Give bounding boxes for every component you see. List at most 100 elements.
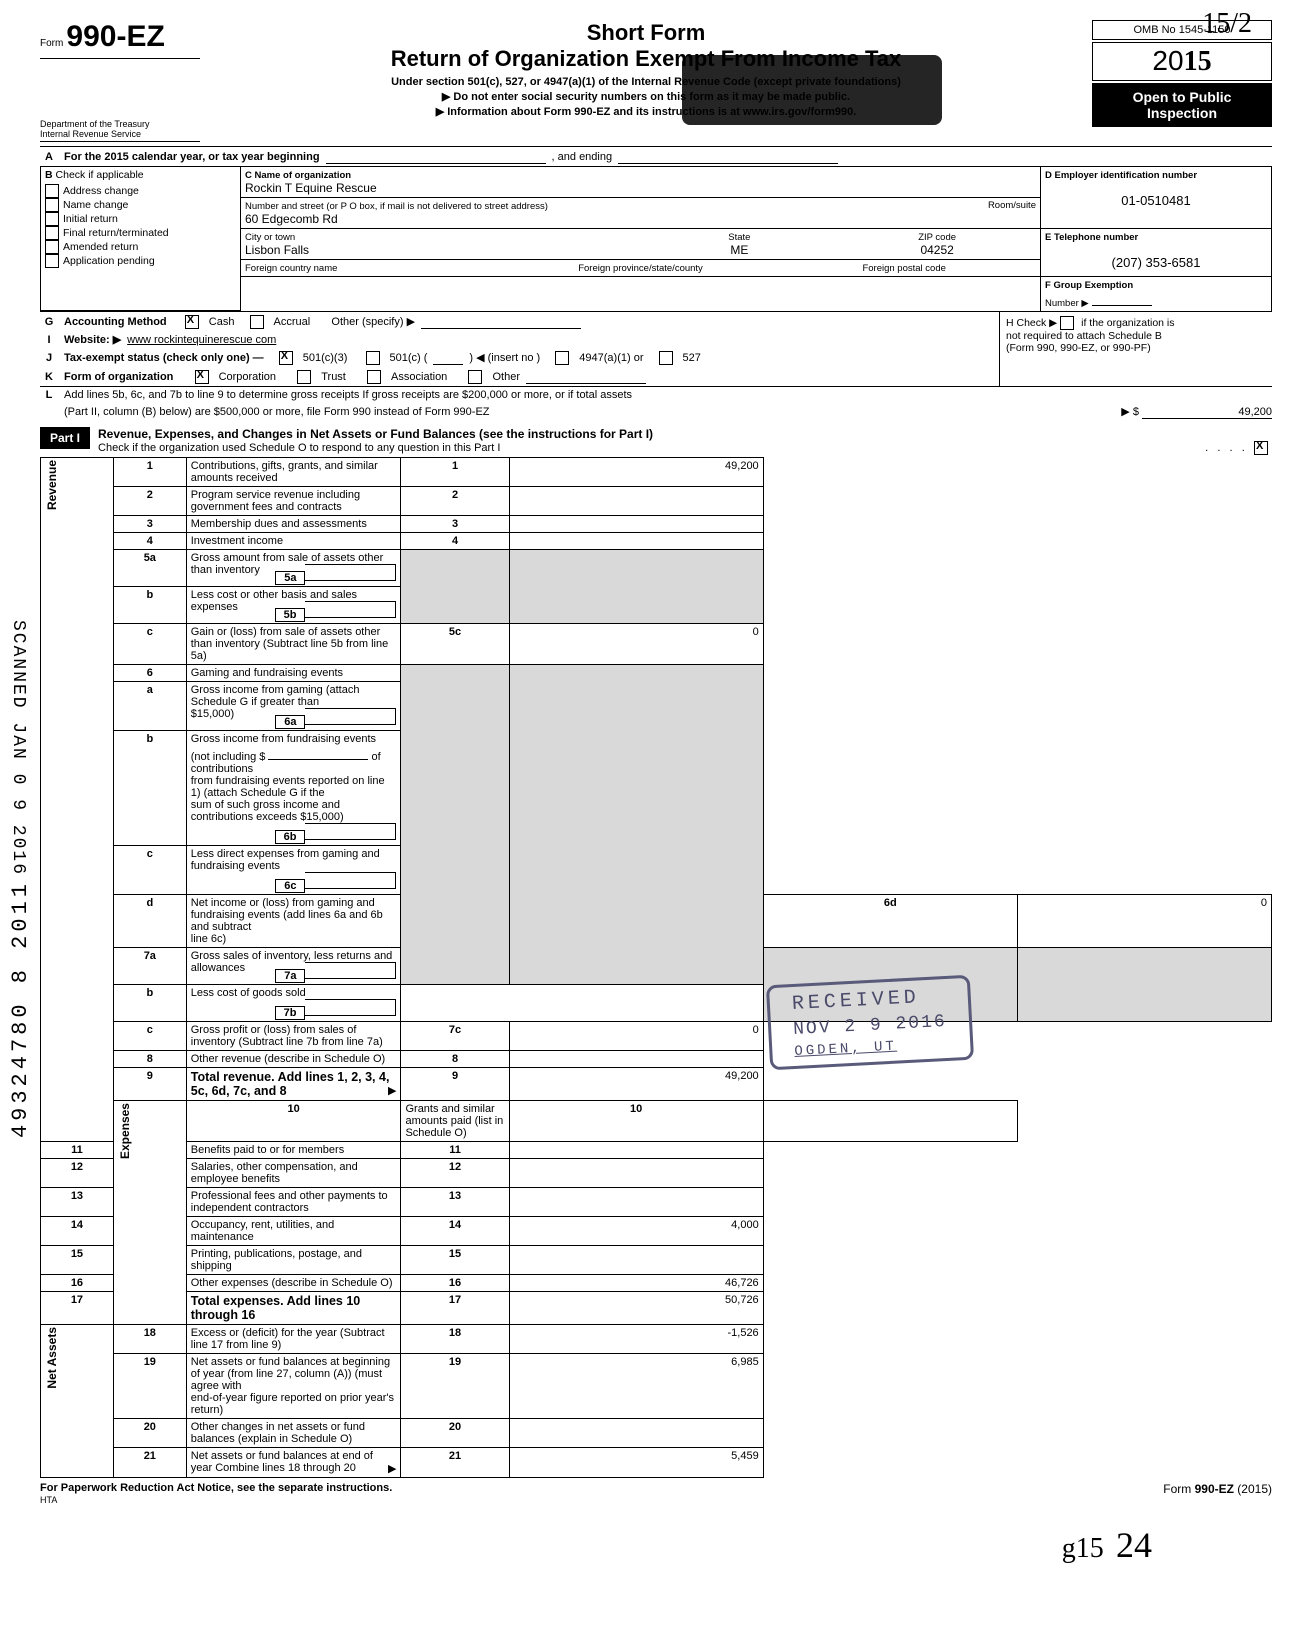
cb-assoc[interactable] (367, 370, 381, 384)
l6d-nn: 6d (763, 895, 1017, 948)
d-label: D Employer identification number (1045, 170, 1197, 181)
foreign-prov-label: Foreign province/state/county (578, 263, 703, 274)
subtitle1: Under section 501(c), 527, or 4947(a)(1)… (210, 76, 1082, 88)
l6c-box: 6c (275, 879, 305, 893)
title-column: Short Form Return of Organization Exempt… (210, 20, 1082, 118)
street-cell: Number and street (or P O box, if mail i… (241, 198, 1041, 229)
l4-nn: 4 (401, 533, 509, 550)
cb-501c3[interactable] (279, 351, 293, 365)
l11-text: Benefits paid to or for members (186, 1142, 401, 1159)
copy-stamp-overlay (682, 55, 942, 125)
phone-value: (207) 353-6581 (1045, 255, 1267, 270)
netassets-side-label: Net Assets (41, 1325, 114, 1478)
cb-501c[interactable] (366, 351, 380, 365)
cb-address-change[interactable] (45, 184, 59, 198)
cb-cash[interactable] (185, 315, 199, 329)
entity-header-grid: B Check if applicable Address change Nam… (40, 166, 1272, 312)
k3-label: Association (391, 371, 447, 383)
j-label: Tax-exempt status (check only one) — (64, 352, 264, 364)
zip-value: 04252 (838, 243, 1036, 257)
l7-shade-amt (1017, 948, 1271, 1022)
l1-text: Contributions, gifts, grants, and simila… (186, 458, 401, 487)
l18-num: 18 (113, 1325, 186, 1354)
addr-change-label: Address change (63, 185, 139, 197)
website-value: www rockintequinerescue com (127, 334, 276, 346)
b-label: Check if applicable (56, 169, 144, 181)
l19-text: Net assets or fund balances at beginning… (191, 1356, 390, 1392)
signature-row: g15 24 (40, 1524, 1272, 1566)
l6-shade (401, 665, 509, 985)
cb-other-org[interactable] (468, 370, 482, 384)
cb-amended[interactable] (45, 240, 59, 254)
street-value: 60 Edgecomb Rd (245, 212, 338, 226)
l13-num: 13 (41, 1188, 114, 1217)
l9-arrow: ▶ (388, 1084, 396, 1097)
cb-527[interactable] (659, 351, 673, 365)
l10-amt (763, 1101, 1017, 1142)
l19-row: Net assets or fund balances at beginning… (186, 1354, 401, 1419)
l17-num: 17 (41, 1292, 114, 1325)
row-l2: (Part II, column (B) below) are $500,000… (40, 403, 1272, 421)
cb-schedule-b[interactable] (1060, 316, 1074, 330)
section-b: B Check if applicable Address change Nam… (41, 167, 241, 311)
cb-4947[interactable] (555, 351, 569, 365)
h-label: H Check ▶ (1006, 317, 1057, 329)
row-k: K Form of organization Corporation Trust… (40, 367, 999, 386)
l7b-text: Less cost of goods sold (191, 987, 306, 999)
j2b-label: ) ◀ (insert no ) (469, 351, 540, 364)
c-label: C Name of organization (245, 170, 351, 181)
l16-amt: 46,726 (509, 1275, 763, 1292)
l8-nn: 8 (401, 1051, 509, 1068)
cb-initial-return[interactable] (45, 212, 59, 226)
l9-amt: 49,200 (509, 1068, 763, 1101)
l3-nn: 3 (401, 516, 509, 533)
cb-name-change[interactable] (45, 198, 59, 212)
row-a: A For the 2015 calendar year, or tax yea… (40, 147, 1272, 166)
year-box: 2015 (1092, 42, 1272, 81)
cb-final-return[interactable] (45, 226, 59, 240)
footer-right: Form 990-EZ (2015) (1163, 1482, 1272, 1506)
cb-schedule-o[interactable] (1254, 441, 1268, 455)
l12-text: Salaries, other compensation, and employ… (186, 1159, 401, 1188)
l2-amt (509, 487, 763, 516)
l1-text: Add lines 5b, 6c, and 7b to line 9 to de… (64, 389, 632, 401)
j1-label: 501(c)(3) (303, 352, 348, 364)
l17-amt: 50,726 (509, 1292, 763, 1325)
c-name-cell: C Name of organization Rockin T Equine R… (241, 167, 1041, 198)
l14-nn: 14 (401, 1217, 509, 1246)
l15-nn: 15 (401, 1246, 509, 1275)
org-name: Rockin T Equine Rescue (245, 181, 377, 195)
l6b-text3: sum of such gross income and contributio… (191, 799, 344, 823)
row-i: I Website: ▶ www rockintequinerescue com (40, 331, 999, 348)
sig1: g15 (1062, 1533, 1104, 1564)
accrual-label: Accrual (274, 316, 311, 328)
l14-text: Occupancy, rent, utilities, and maintena… (186, 1217, 401, 1246)
l18-amt: -1,526 (509, 1325, 763, 1354)
l7c-text: Gross profit or (loss) from sales of inv… (186, 1022, 401, 1051)
cb-accrual[interactable] (250, 315, 264, 329)
l5-shade-amt (509, 550, 763, 624)
l5b-row: Less cost or other basis and sales expen… (186, 587, 401, 624)
l5a-row: Gross amount from sale of assets other t… (186, 550, 401, 587)
foreign-row: Foreign country name Foreign province/st… (241, 260, 1041, 277)
city-value: Lisbon Falls (245, 243, 641, 257)
h2-label: if the organization is (1081, 317, 1174, 329)
l3-num: 3 (113, 516, 186, 533)
l6c-text: Less direct expenses from gaming and fun… (191, 848, 380, 872)
cb-corp[interactable] (195, 370, 209, 384)
l7c-nn: 7c (401, 1022, 509, 1051)
l2-text: Program service revenue including govern… (186, 487, 401, 516)
l15-amt (509, 1246, 763, 1275)
open-line2: Inspection (1092, 105, 1272, 121)
row-l: L Add lines 5b, 6c, and 7b to line 9 to … (40, 386, 1272, 403)
cb-app-pending[interactable] (45, 254, 59, 268)
l5c-nn: 5c (401, 624, 509, 665)
l19-text2: end-of-year figure reported on prior yea… (191, 1392, 394, 1416)
expenses-side-label: Expenses (113, 1101, 186, 1325)
received-line3: OGDEN, UT (794, 1036, 948, 1060)
subtitle2: ▶ Do not enter social security numbers o… (210, 90, 1082, 103)
open-line1: Open to Public (1092, 89, 1272, 105)
cb-trust[interactable] (297, 370, 311, 384)
l14-amt: 4,000 (509, 1217, 763, 1246)
l5b-num: b (113, 587, 186, 624)
